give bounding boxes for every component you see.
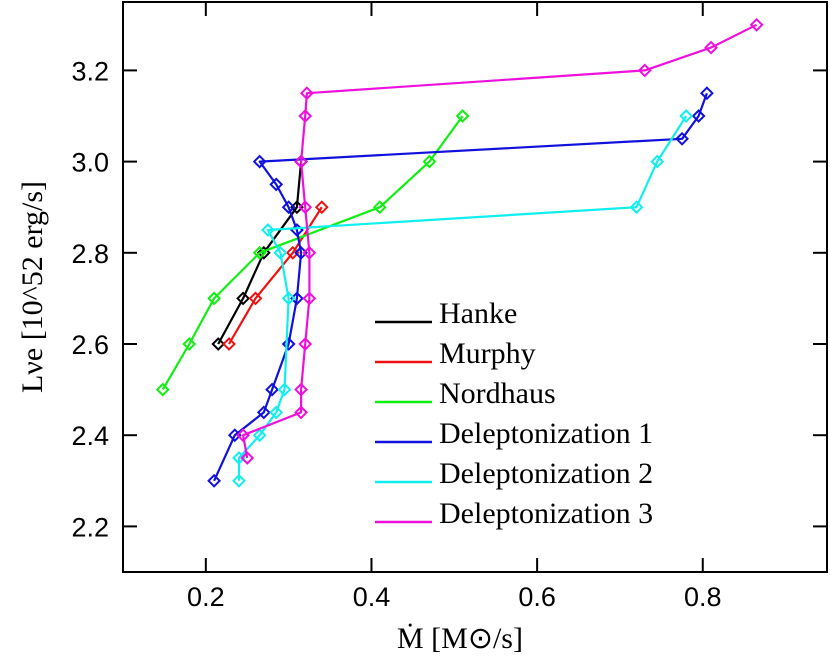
data-point [675, 131, 689, 146]
y-tick-label: 2.4 [71, 421, 109, 451]
legend-label: Nordhaus [439, 377, 556, 410]
data-point [207, 291, 222, 306]
y-axis-label: Lνe [10^52 erg/s] [16, 181, 49, 393]
data-point [679, 109, 694, 123]
legend-label: Deleptonization 3 [439, 497, 653, 530]
data-point [261, 223, 275, 237]
data-point [298, 337, 313, 351]
legend-label: Murphy [439, 337, 536, 370]
data-point [650, 154, 665, 169]
plot-frame [122, 1, 828, 573]
data-point [277, 382, 292, 397]
data-point [372, 200, 387, 215]
y-tick-label: 2.8 [71, 239, 109, 269]
series-layer [155, 17, 764, 488]
data-point [302, 291, 317, 306]
data-point [211, 337, 226, 351]
data-point [749, 17, 764, 32]
legend-label: Hanke [439, 297, 517, 330]
data-point [455, 109, 470, 123]
data-point [252, 245, 267, 260]
data-point [236, 428, 251, 443]
data-point [155, 382, 170, 397]
legend: Hanke Murphy Nordhaus Deleptonization 1 Dele… [375, 297, 653, 530]
data-point [294, 405, 308, 420]
data-point [299, 86, 314, 101]
data-point [314, 200, 329, 215]
x-axis-label: Ṁ [M⊙/s] [397, 622, 523, 655]
data-point [182, 337, 197, 351]
data-point [269, 177, 284, 192]
data-point [294, 154, 308, 169]
y-tick-label: 2.6 [71, 330, 109, 360]
data-point [207, 473, 222, 488]
data-point [281, 200, 296, 215]
data-point [294, 382, 308, 397]
data-point [248, 291, 263, 306]
y-tick-label: 3.2 [71, 56, 109, 86]
x-tick-label: 0.6 [518, 582, 556, 612]
data-point [629, 200, 644, 215]
data-point [298, 109, 313, 123]
y-tick-label: 3.0 [71, 148, 109, 178]
data-point [252, 428, 267, 443]
x-tick-label: 0.2 [187, 582, 225, 612]
data-point [269, 405, 284, 420]
series-line [242, 23, 758, 459]
data-point [704, 40, 718, 55]
data-point [691, 109, 706, 123]
legend-label: Deleptonization 1 [439, 417, 653, 450]
data-point [236, 291, 251, 306]
data-point [422, 154, 437, 169]
x-tick-label: 0.4 [353, 582, 391, 612]
data-point [232, 473, 246, 488]
data-point [637, 63, 652, 78]
data-point [240, 451, 255, 465]
series-1 [222, 200, 329, 351]
data-point [256, 405, 271, 420]
data-point [222, 337, 236, 351]
data-point [298, 200, 313, 215]
data-point [281, 337, 296, 351]
data-point [252, 154, 267, 169]
x-tick-label: 0.8 [684, 582, 722, 612]
series-line [237, 115, 688, 481]
data-point [302, 245, 317, 260]
legend-label: Deleptonization 2 [439, 457, 653, 490]
series-2 [155, 109, 470, 397]
series-line [161, 115, 464, 391]
data-point [273, 245, 288, 260]
data-point [699, 86, 714, 101]
series-5 [236, 17, 764, 465]
y-tick-label: 2.2 [71, 512, 109, 542]
axis-ticks: 0.2 0.4 0.6 0.8 2.2 2.4 2.6 2.8 3.0 3.2 [71, 2, 827, 612]
data-point [281, 291, 296, 306]
data-point [265, 382, 279, 397]
